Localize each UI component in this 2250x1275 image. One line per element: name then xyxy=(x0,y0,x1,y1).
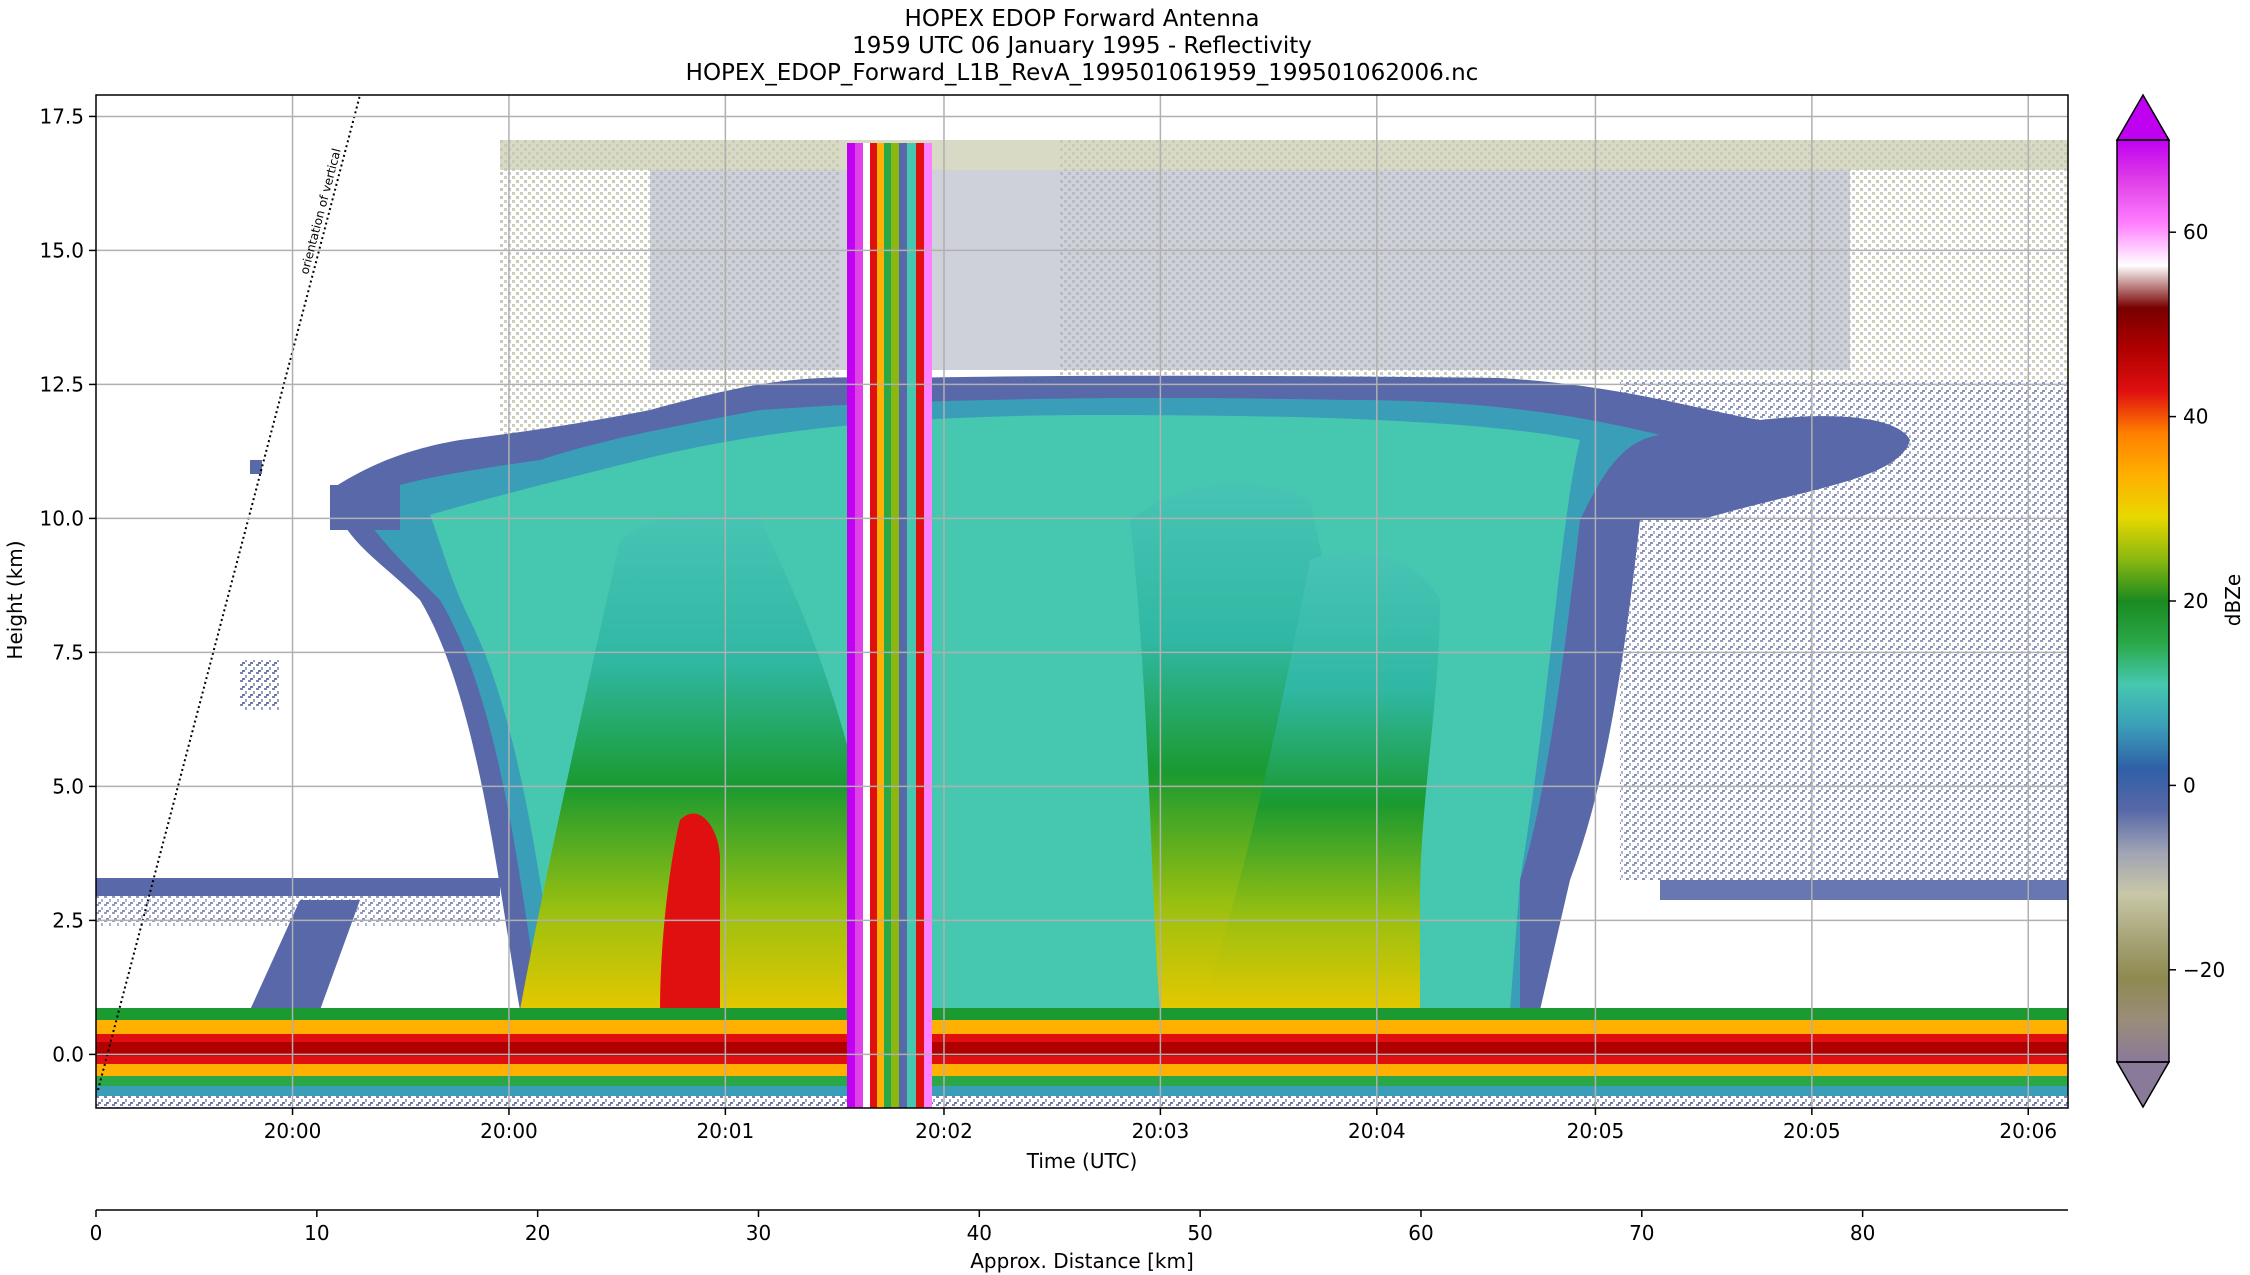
x-axis-label: Time (UTC) xyxy=(1026,1149,1138,1173)
colorbar-min-extend xyxy=(2115,1061,2171,1109)
colorbar: −20 0 20 40 60 xyxy=(2115,93,2225,1109)
chart-subtitle: 1959 UTC 06 January 1995 - Reflectivity xyxy=(852,33,1312,59)
x-tick-label: 20:05 xyxy=(1783,1119,1841,1143)
y-tick-label: 7.5 xyxy=(52,640,84,664)
distance-tick-label: 60 xyxy=(1408,1221,1433,1245)
x-tick-label: 20:06 xyxy=(1999,1119,2057,1143)
y-tick-label: 10.0 xyxy=(39,506,84,530)
distance-tick-label: 10 xyxy=(304,1221,329,1245)
plot-frame xyxy=(95,94,2069,1109)
y-tick-label: 0.0 xyxy=(52,1042,84,1066)
x-tick-label: 20:01 xyxy=(697,1119,755,1143)
y-tick-label: 17.5 xyxy=(39,104,84,128)
y-tick-label: 12.5 xyxy=(39,372,84,396)
colorbar-tick-label: 0 xyxy=(2183,773,2196,797)
colorbar-max-extend xyxy=(2115,93,2171,141)
distance-tick-label: 40 xyxy=(967,1221,992,1245)
x-tick-label: 20:05 xyxy=(1567,1119,1625,1143)
x-tick-label: 20:00 xyxy=(264,1119,322,1143)
distance-tick-label: 70 xyxy=(1629,1221,1654,1245)
x-tick-label: 20:00 xyxy=(480,1119,538,1143)
distance-axis-label: Approx. Distance [km] xyxy=(970,1249,1194,1273)
chart-title: HOPEX EDOP Forward Antenna xyxy=(905,6,1260,32)
bad-data-stripe xyxy=(847,143,932,1108)
axes: 0.0 2.5 5.0 7.5 10.0 12.5 15.0 17.5 20:00 20:00 20… xyxy=(39,94,2069,1245)
distance-tick-label: 80 xyxy=(1850,1221,1875,1245)
colorbar-tick-label: 40 xyxy=(2183,405,2208,429)
distance-tick-label: 50 xyxy=(1187,1221,1212,1245)
distance-tick-label: 20 xyxy=(525,1221,550,1245)
colorbar-tick-label: 20 xyxy=(2183,589,2208,613)
y-tick-label: 15.0 xyxy=(39,238,84,262)
colorbar-label: dBZe xyxy=(2221,574,2245,626)
reflectivity-field xyxy=(96,95,2068,1108)
y-tick-label: 2.5 xyxy=(52,908,84,932)
distance-tick-label: 0 xyxy=(90,1221,103,1245)
x-tick-label: 20:02 xyxy=(915,1119,973,1143)
orientation-line xyxy=(97,95,361,1091)
grid-lines xyxy=(96,95,2068,1108)
chart-filename: HOPEX_EDOP_Forward_L1B_RevA_199501061959… xyxy=(686,60,1479,86)
colorbar-tick-label: 60 xyxy=(2183,220,2208,244)
x-tick-label: 20:04 xyxy=(1348,1119,1406,1143)
y-tick-label: 5.0 xyxy=(52,774,84,798)
distance-tick-label: 30 xyxy=(746,1221,771,1245)
x-tick-label: 20:03 xyxy=(1132,1119,1190,1143)
colorbar-tick-label: −20 xyxy=(2183,958,2225,982)
colorbar-gradient xyxy=(2117,140,2169,1062)
y-axis-label: Height (km) xyxy=(3,540,27,659)
